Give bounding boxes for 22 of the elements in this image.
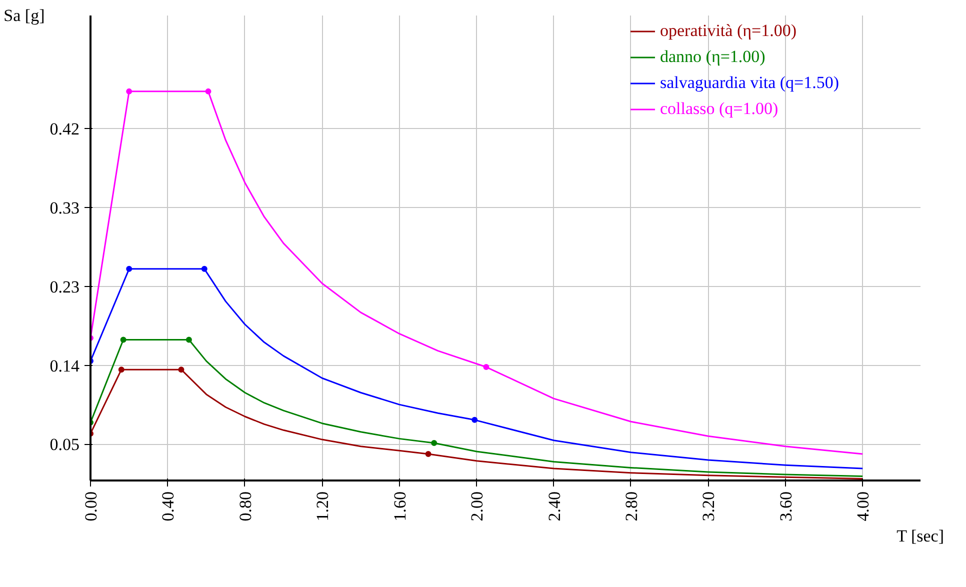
x-tick-label: 4.00 xyxy=(854,492,873,522)
y-tick-label: 0.33 xyxy=(50,198,80,218)
y-tick-label: 0.42 xyxy=(50,120,80,139)
legend-label: operatività (η=1.00) xyxy=(660,21,796,41)
x-tick-label: 0.80 xyxy=(236,492,255,522)
x-tick-label: 2.80 xyxy=(622,492,641,522)
x-tick-label: 1.60 xyxy=(390,492,410,522)
x-tick-label: 2.40 xyxy=(544,492,564,522)
x-tick-label: 2.00 xyxy=(468,492,487,522)
x-axis-title: T [sec] xyxy=(896,526,944,546)
legend-label: collasso (q=1.00) xyxy=(660,99,778,119)
y-tick-label: 0.05 xyxy=(50,435,80,454)
x-tick-label: 0.40 xyxy=(158,492,178,522)
y-tick-label: 0.23 xyxy=(50,277,80,296)
legend-label: salvaguardia vita (q=1.50) xyxy=(660,73,840,93)
y-tick-label: 0.14 xyxy=(50,356,80,376)
x-tick-label: 3.20 xyxy=(699,492,718,522)
x-tick-label: 3.60 xyxy=(776,492,796,522)
legend-label: danno (η=1.00) xyxy=(660,47,766,67)
x-tick-label: 1.20 xyxy=(313,492,332,522)
x-tick-label: 0.00 xyxy=(82,492,100,522)
y-axis-title: Sa [g] xyxy=(4,6,45,25)
